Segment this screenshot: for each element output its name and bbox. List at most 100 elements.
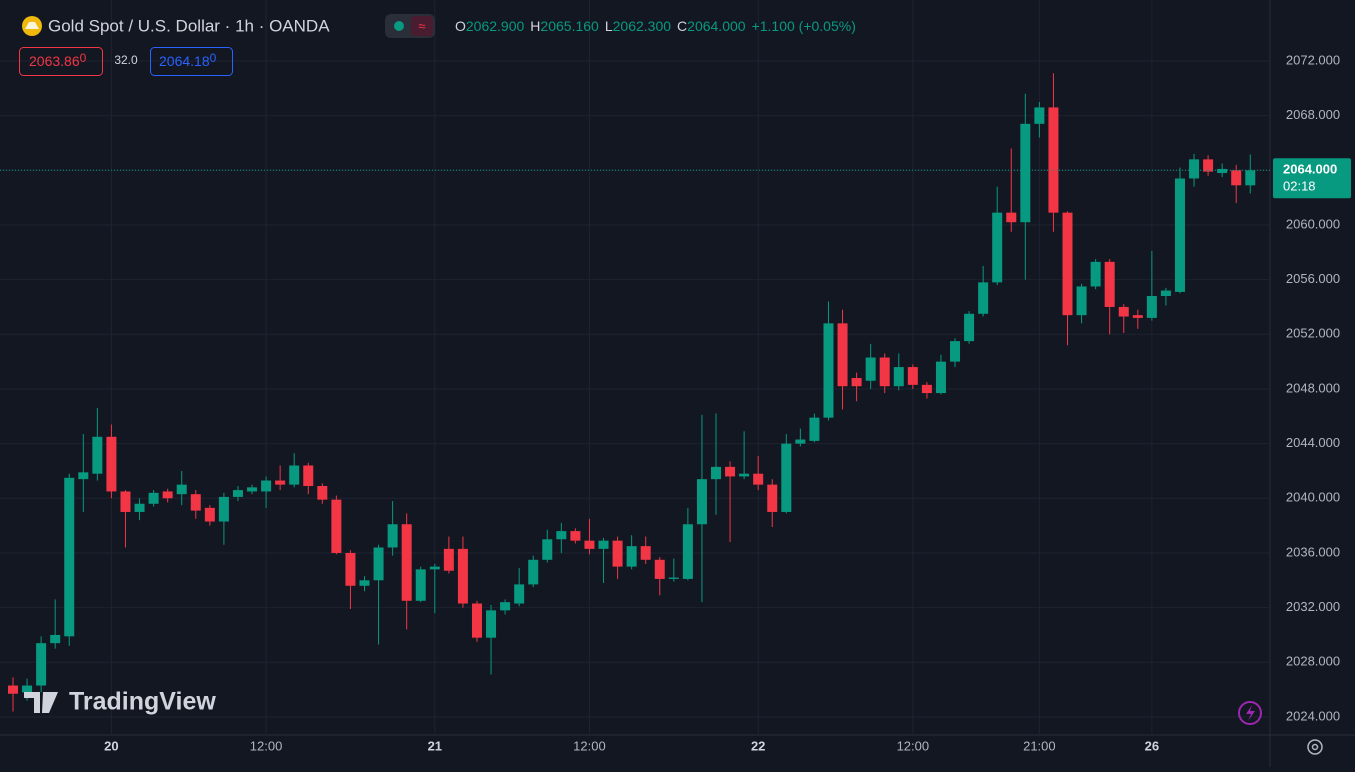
candle-body	[682, 524, 693, 579]
candle-body	[950, 341, 961, 362]
candle-body	[851, 378, 862, 387]
candle-body	[22, 685, 33, 693]
candle-body	[795, 439, 806, 444]
data-status[interactable]	[411, 16, 433, 36]
alerts-icon[interactable]	[1238, 701, 1262, 725]
ohlc-change: +1.100 (+0.05%)	[752, 18, 856, 34]
symbol-title[interactable]: Gold Spot / U.S. Dollar · 1h · OANDA	[48, 16, 330, 35]
x-tick-label: 21	[428, 738, 442, 753]
candle-body	[542, 539, 553, 560]
candle-body	[401, 524, 412, 601]
sell-price-main[interactable]: 2063.86	[29, 53, 80, 69]
candle-body	[457, 548, 468, 604]
candle-body	[809, 417, 820, 441]
candle-body	[303, 465, 314, 486]
y-tick-label: 2040.000	[1286, 490, 1340, 505]
watermark-text: TradingView	[69, 688, 216, 716]
candle-body	[415, 569, 426, 601]
candle-body	[528, 559, 539, 585]
sell-button[interactable]	[19, 47, 103, 76]
candle-body	[471, 603, 482, 638]
candle-body	[1062, 212, 1073, 316]
candle-body	[584, 540, 595, 549]
sell-price[interactable]: 2063.860	[29, 51, 87, 69]
spread: 32.0	[114, 53, 138, 67]
candle-body	[486, 610, 497, 638]
candle-body	[598, 540, 609, 549]
sell-price-pip[interactable]: 0	[80, 51, 87, 65]
x-tick-label: 22	[751, 738, 765, 753]
ohlc-value: 2065.160	[540, 18, 599, 34]
candle-body	[739, 473, 750, 477]
candle-body	[232, 490, 243, 497]
x-tick-label: 12:00	[897, 738, 930, 753]
candle-body	[1104, 261, 1115, 307]
candle-body	[1048, 107, 1059, 213]
candle-body	[767, 484, 778, 512]
y-tick-label: 2028.000	[1286, 654, 1340, 669]
candle-body	[190, 494, 201, 511]
candle-body	[1020, 123, 1031, 223]
candle-body	[570, 531, 581, 541]
last-price-label: 2064.000	[1283, 162, 1337, 177]
candle-body	[514, 584, 525, 604]
y-tick-label: 2052.000	[1286, 326, 1340, 341]
y-tick-label: 2072.000	[1286, 52, 1340, 67]
ohlc-value: 2062.300	[613, 18, 672, 34]
candle-body	[711, 466, 721, 480]
candle-body	[78, 472, 89, 480]
ohlc-key: C	[677, 18, 687, 34]
candle-body	[879, 357, 890, 387]
candle-body	[696, 479, 707, 525]
candle-body	[654, 559, 665, 579]
candle-body	[964, 313, 975, 342]
candle-body	[556, 531, 567, 540]
candle-body	[1174, 178, 1185, 292]
ohlc-value: 2064.000	[687, 18, 746, 34]
candle-body	[443, 548, 454, 571]
buy-button[interactable]	[150, 47, 233, 76]
data-status-icon: ≈	[418, 18, 425, 33]
buy-price-main[interactable]: 2064.18	[159, 53, 210, 69]
candle-body	[640, 546, 651, 560]
candle-body	[1245, 170, 1256, 186]
x-tick-label: 20	[104, 738, 118, 753]
symbol-icon-shape	[25, 22, 39, 29]
candle-body	[1132, 315, 1143, 318]
candle-body	[992, 212, 1003, 283]
candle-body	[781, 443, 792, 512]
candle-body	[1076, 286, 1087, 316]
candles: 2064.000 02:18	[0, 73, 1351, 712]
candle-body	[823, 323, 834, 418]
candle-body	[64, 477, 75, 637]
y-tick-label: 2060.000	[1286, 216, 1340, 231]
x-tick-label: 12:00	[250, 738, 283, 753]
market-status[interactable]	[394, 21, 404, 31]
candle-body	[8, 685, 18, 694]
x-tick-label: 21:00	[1023, 738, 1056, 753]
candle-body	[92, 436, 103, 474]
ohlc-key: H	[530, 18, 540, 34]
y-tick-label: 2056.000	[1286, 271, 1340, 286]
candle-body	[753, 473, 764, 485]
candle-body	[218, 496, 229, 522]
candle-body	[359, 580, 370, 586]
x-tick-label: 26	[1145, 738, 1159, 753]
candle-body	[1034, 107, 1045, 124]
candle-body	[387, 524, 398, 548]
candle-body	[1090, 261, 1101, 287]
candle-body	[1118, 306, 1129, 317]
candle-body	[289, 465, 300, 485]
settings-icon[interactable]	[1307, 739, 1323, 755]
y-tick-label: 2024.000	[1286, 708, 1340, 723]
y-tick-label: 2036.000	[1286, 544, 1340, 559]
candle-body	[50, 634, 61, 644]
y-tick-label: 2044.000	[1286, 435, 1340, 450]
candle-body	[1217, 168, 1228, 174]
buy-price-pip[interactable]: 0	[210, 51, 217, 65]
countdown: 02:18	[1283, 179, 1316, 194]
ohlc-text: O2062.900 H2065.160 L2062.300 C2064.000 +1.1…	[455, 18, 856, 34]
buy-price[interactable]: 2064.180	[159, 51, 217, 69]
